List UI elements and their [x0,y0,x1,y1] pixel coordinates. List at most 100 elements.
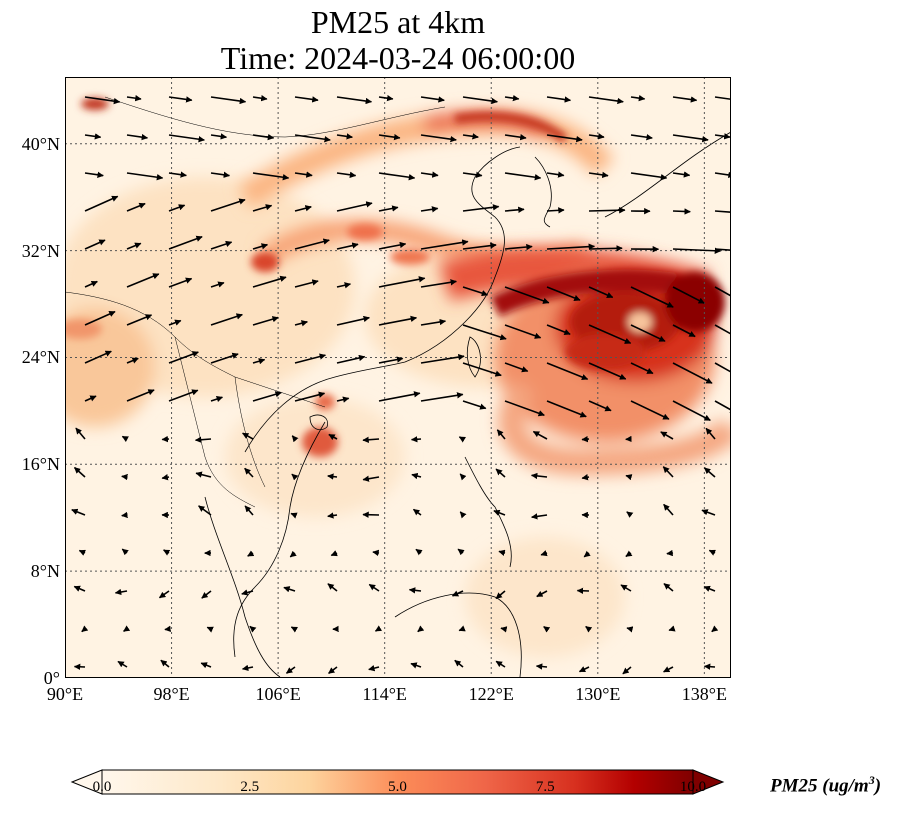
wind-arrow [195,471,212,478]
wind-arrow [362,436,380,443]
wind-arrow [126,314,153,326]
wind-arrow [666,549,674,557]
wind-arrow [336,133,353,140]
wind-arrow [462,96,498,105]
wind-arrow [546,207,565,214]
wind-arrow [462,133,479,140]
wind-arrow [412,508,422,516]
wind-arrow [626,626,634,633]
wind-arrow [495,590,506,600]
wind-arrow [546,171,565,178]
wind-arrow [78,549,86,556]
wind-arrow [336,171,357,178]
wind-arrow [336,396,350,403]
wind-arrow [210,313,243,326]
wind-arrow [630,400,670,420]
wind-arrow [703,467,716,478]
wind-arrow [123,625,131,632]
borneo-coast [394,592,522,678]
wind-arrow [495,660,506,668]
wind-arrow [372,549,380,557]
wind-arrow [121,435,129,443]
wind-arrow [546,400,587,418]
wind-arrow [714,133,731,140]
longitude-tick-label: 98°E [153,684,190,704]
wind-arrow [378,172,416,181]
wind-arrow [84,350,112,364]
wind-arrow [294,391,326,402]
border-line [104,96,446,138]
wind-arrow [498,549,506,556]
wind-arrow [462,286,489,297]
wind-arrow [378,205,399,212]
wind-arrow [531,513,548,520]
wind-arrow [336,282,352,289]
map-canvas [65,77,731,678]
wind-arrow [285,666,296,674]
wind-arrow [458,625,466,632]
wind-arrow [330,550,338,557]
longitude-tick-label: 138°E [681,684,727,704]
wind-arrow [701,509,716,516]
wind-arrow [126,242,142,250]
wind-arrow [705,427,716,440]
wind-arrow [504,94,520,102]
wind-arrow [71,508,86,516]
wind-arrow [289,550,297,558]
longitude-tick-label: 106°E [255,684,301,704]
wind-arrow [630,286,674,308]
wind-arrow [454,659,464,668]
wind-arrow [294,205,312,212]
wind-arrow [504,243,533,251]
wind-arrow [672,286,705,304]
wind-arrow [210,171,231,178]
pm25-plume-details [65,98,568,457]
colorbar-tick-label: 7.5 [535,779,555,795]
wind-arrow [420,239,469,250]
wind-arrow [626,511,634,518]
wind-arrow [210,198,246,212]
longitude-tick-label: 114°E [362,684,407,704]
wind-arrow [546,286,581,301]
colorbar-tick-label: 5.0 [388,779,407,795]
longitude-tick-label: 90°E [46,684,84,704]
wind-arrow [420,392,464,402]
wind-arrow [121,511,128,519]
wind-arrow [163,549,171,556]
wind-arrow [672,362,713,384]
wind-arrow [532,430,548,440]
wind-arrow [201,590,212,599]
wind-arrow [630,172,668,181]
map-panel[interactable] [65,77,731,678]
wind-arrow [663,503,674,516]
wind-arrow [588,207,626,214]
map-frame [65,77,731,678]
wind-arrow [378,94,394,102]
wind-arrow [588,96,624,105]
indochina-coast [233,421,326,658]
wind-arrow [244,467,254,478]
wind-arrow [290,512,298,519]
wind-arrow [327,583,338,592]
latitude-tick-label: 16°N [21,454,60,475]
wind-vectors [71,94,731,675]
wind-arrow [711,625,719,633]
wind-arrow [378,276,426,288]
wind-arrow [168,319,182,326]
wind-arrow [588,400,612,412]
wind-arrow [244,505,254,516]
wind-arrow [126,273,160,288]
wind-arrow [126,133,149,141]
wind-arrow [126,95,142,102]
wind-arrow [546,362,589,381]
wind-arrow [168,389,199,402]
wind-arrow [420,279,457,288]
wind-arrow [168,235,203,250]
wind-arrow [630,362,654,375]
wind-arrow [672,96,698,103]
wind-arrow [496,429,506,440]
wind-arrow [493,509,506,516]
wind-arrow [588,171,609,179]
wind-arrow [160,659,170,668]
wind-arrow [121,473,128,481]
